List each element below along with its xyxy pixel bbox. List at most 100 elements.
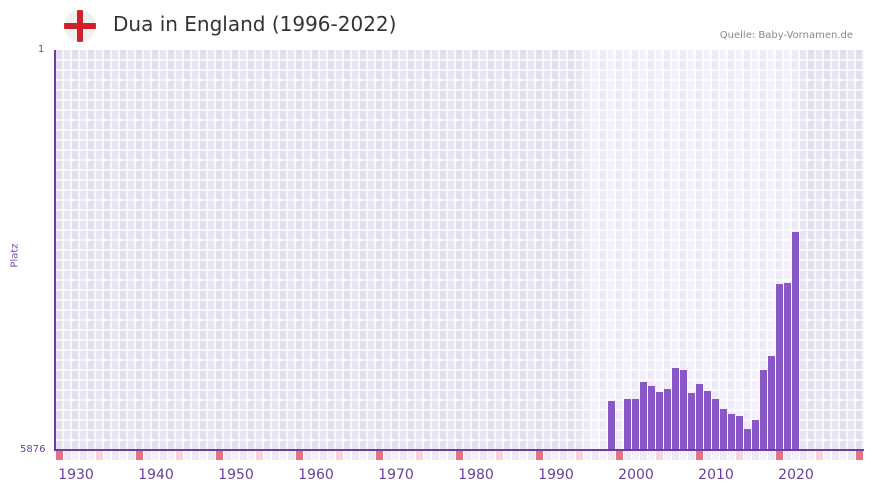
x-tick-label: 1970 — [378, 467, 414, 483]
year-tick — [480, 451, 487, 460]
year-tick — [360, 451, 367, 460]
year-tick — [520, 451, 527, 460]
year-tick — [800, 451, 807, 460]
y-axis-title: Platz — [9, 243, 21, 268]
bar-2017[interactable] — [768, 356, 775, 450]
year-tick — [600, 451, 607, 460]
year-tick — [560, 451, 567, 460]
year-tick — [224, 451, 231, 460]
year-tick — [760, 451, 767, 460]
bar-2012[interactable] — [728, 413, 735, 450]
bar-1997[interactable] — [608, 401, 615, 450]
bar-2015[interactable] — [752, 419, 759, 450]
year-tick — [464, 451, 471, 460]
year-tick-row — [56, 451, 864, 460]
england-flag-icon — [64, 10, 96, 42]
year-tick — [512, 451, 519, 460]
year-tick — [344, 451, 351, 460]
year-tick — [312, 451, 319, 460]
year-tick — [328, 451, 335, 460]
bar-2019[interactable] — [784, 282, 791, 450]
bar-2016[interactable] — [760, 369, 767, 450]
year-tick-minor — [576, 451, 583, 460]
bar-2013[interactable] — [736, 416, 743, 450]
year-tick — [728, 451, 735, 460]
year-tick — [680, 451, 687, 460]
x-tick-label: 2020 — [778, 467, 814, 483]
bar-2014[interactable] — [744, 429, 751, 450]
year-tick — [392, 451, 399, 460]
year-tick — [648, 451, 655, 460]
year-tick — [88, 451, 95, 460]
year-tick — [272, 451, 279, 460]
chart-title: Dua in England (1996-2022) — [113, 12, 397, 36]
bar-2010[interactable] — [712, 399, 719, 450]
x-tick-label: 1930 — [58, 467, 94, 483]
year-tick — [824, 451, 831, 460]
source-link[interactable]: Quelle: Baby-Vornamen.de — [719, 30, 853, 41]
year-tick — [112, 451, 119, 460]
year-tick-major — [696, 451, 703, 460]
bar-2008[interactable] — [696, 383, 703, 450]
bar-2003[interactable] — [656, 392, 663, 450]
year-tick — [400, 451, 407, 460]
x-tick-label: 1980 — [458, 467, 494, 483]
x-tick-label: 2010 — [698, 467, 734, 483]
year-tick — [688, 451, 695, 460]
year-tick-major — [296, 451, 303, 460]
year-tick — [488, 451, 495, 460]
year-tick — [568, 451, 575, 460]
year-tick — [304, 451, 311, 460]
year-tick — [664, 451, 671, 460]
bar-2000[interactable] — [632, 399, 639, 450]
year-tick-minor — [736, 451, 743, 460]
year-tick — [408, 451, 415, 460]
year-tick-minor — [336, 451, 343, 460]
year-tick — [472, 451, 479, 460]
x-tick-label: 1990 — [538, 467, 574, 483]
year-tick — [784, 451, 791, 460]
year-tick-minor — [256, 451, 263, 460]
year-tick — [200, 451, 207, 460]
year-tick — [384, 451, 391, 460]
year-tick — [128, 451, 135, 460]
y-axis — [54, 50, 56, 451]
year-tick — [744, 451, 751, 460]
year-tick-major — [456, 451, 463, 460]
year-tick — [80, 451, 87, 460]
year-tick — [552, 451, 559, 460]
year-tick — [712, 451, 719, 460]
year-tick-minor — [656, 451, 663, 460]
year-tick — [840, 451, 847, 460]
year-tick — [352, 451, 359, 460]
bar-2001[interactable] — [640, 382, 647, 450]
year-tick — [608, 451, 615, 460]
bar-1999[interactable] — [624, 399, 631, 450]
year-tick — [120, 451, 127, 460]
year-tick-major — [776, 451, 783, 460]
bar-2011[interactable] — [720, 409, 727, 450]
bar-2009[interactable] — [704, 391, 711, 450]
year-tick — [240, 451, 247, 460]
y-tick-top: 1 — [38, 44, 45, 55]
bar-2006[interactable] — [680, 369, 687, 450]
x-tick-label: 1960 — [298, 467, 334, 483]
year-tick-major — [536, 451, 543, 460]
year-tick — [624, 451, 631, 460]
year-tick — [248, 451, 255, 460]
bar-2002[interactable] — [648, 386, 655, 450]
bar-2005[interactable] — [672, 367, 679, 450]
year-tick-minor — [496, 451, 503, 460]
year-tick-major — [56, 451, 63, 460]
bar-2020[interactable] — [792, 232, 799, 450]
bar-2018[interactable] — [776, 284, 783, 450]
year-tick — [232, 451, 239, 460]
bar-2004[interactable] — [664, 388, 671, 450]
year-tick-major — [856, 451, 863, 460]
year-tick — [208, 451, 215, 460]
year-tick — [448, 451, 455, 460]
year-tick — [672, 451, 679, 460]
bar-2007[interactable] — [688, 393, 695, 450]
year-tick — [640, 451, 647, 460]
year-tick — [144, 451, 151, 460]
